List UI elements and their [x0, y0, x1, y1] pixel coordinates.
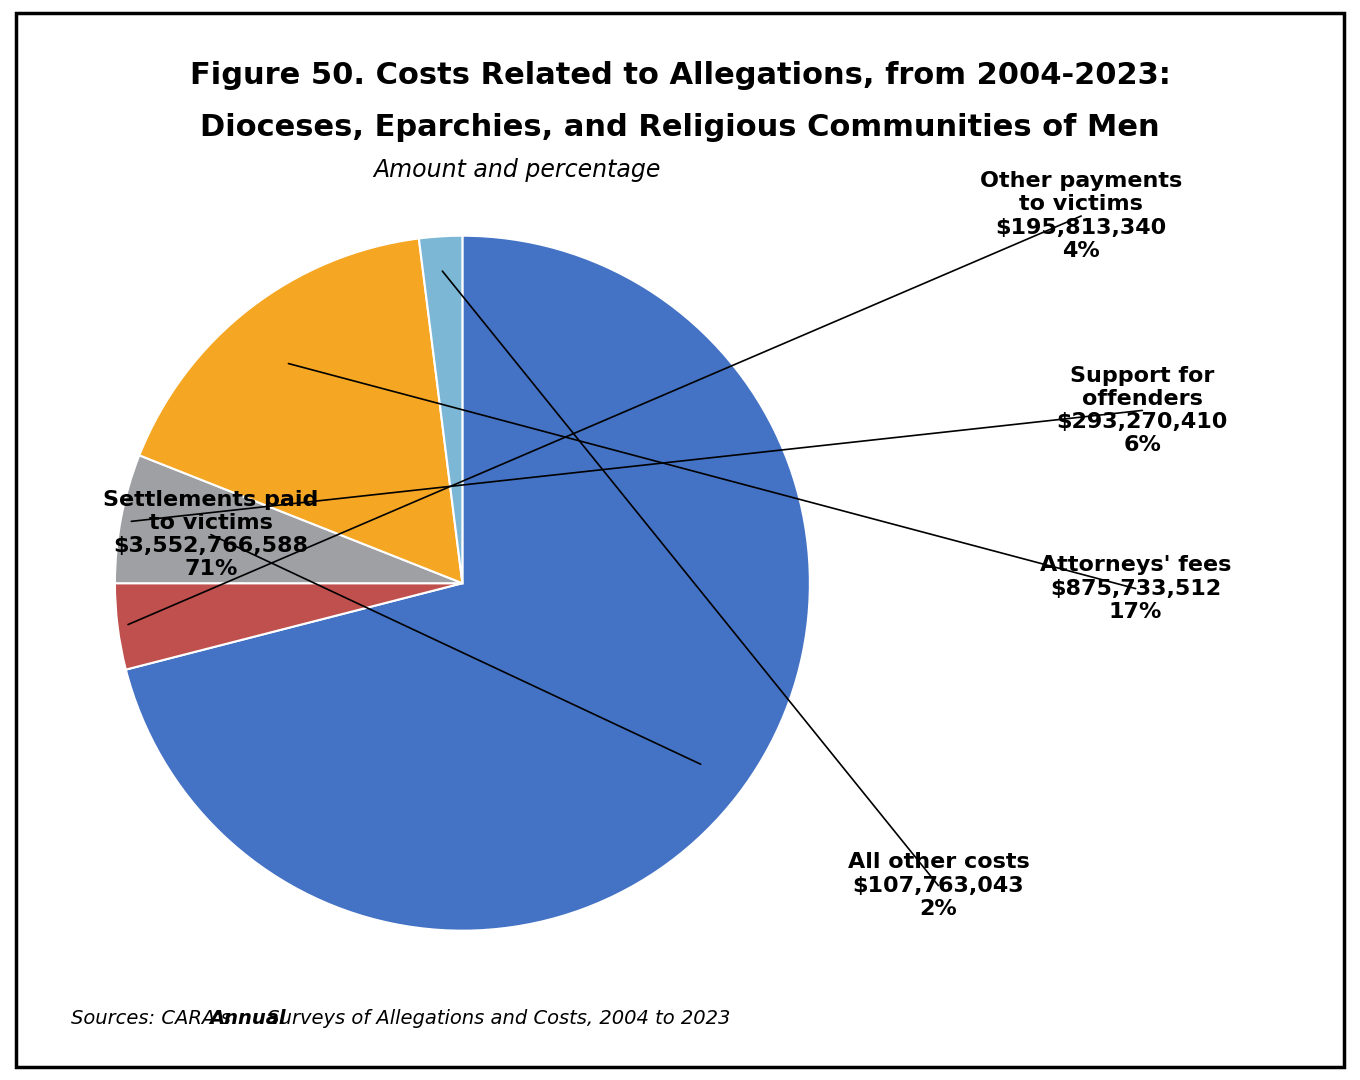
Text: Surveys of Allegations and Costs, 2004 to 2023: Surveys of Allegations and Costs, 2004 t…: [261, 1009, 730, 1028]
Text: Amount and percentage: Amount and percentage: [373, 158, 661, 181]
Text: Sources: CARA's: Sources: CARA's: [71, 1009, 237, 1028]
Text: Other payments
to victims
$195,813,340
4%: Other payments to victims $195,813,340 4…: [981, 172, 1182, 260]
Text: Attorneys' fees
$875,733,512
17%: Attorneys' fees $875,733,512 17%: [1040, 555, 1231, 622]
Text: All other costs
$107,763,043
2%: All other costs $107,763,043 2%: [847, 852, 1030, 919]
Wedge shape: [116, 583, 462, 670]
Wedge shape: [116, 456, 462, 583]
Text: Dioceses, Eparchies, and Religious Communities of Men: Dioceses, Eparchies, and Religious Commu…: [200, 113, 1160, 141]
Text: Settlements paid
to victims
$3,552,766,588
71%: Settlements paid to victims $3,552,766,5…: [103, 490, 318, 579]
Text: Support for
offenders
$293,270,410
6%: Support for offenders $293,270,410 6%: [1057, 366, 1228, 455]
Wedge shape: [139, 239, 462, 583]
Wedge shape: [126, 235, 809, 931]
Text: Figure 50. Costs Related to Allegations, from 2004-2023:: Figure 50. Costs Related to Allegations,…: [189, 62, 1171, 90]
Text: Annual: Annual: [209, 1009, 286, 1028]
Wedge shape: [419, 235, 462, 583]
